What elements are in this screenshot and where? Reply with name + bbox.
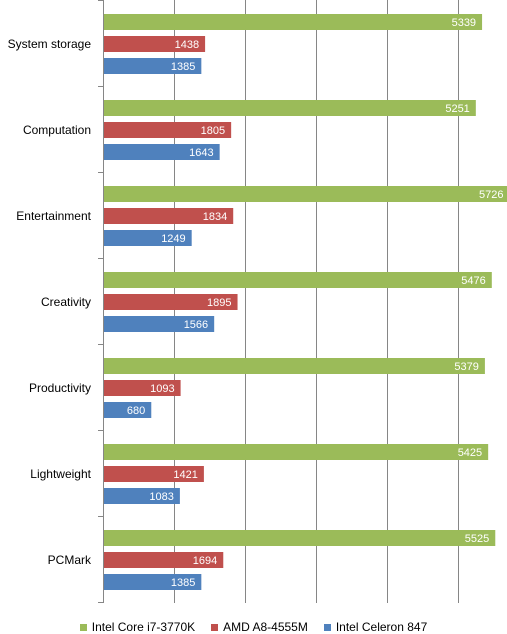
- category-label: Creativity: [41, 295, 91, 309]
- bar: [104, 488, 180, 504]
- bar: [104, 100, 476, 116]
- legend-label-a8: AMD A8-4555M: [223, 620, 308, 634]
- bar: [104, 186, 507, 202]
- category-label: System storage: [8, 37, 92, 51]
- category-label: Lightweight: [30, 467, 91, 481]
- legend-item-a8: AMD A8-4555M: [211, 620, 308, 634]
- legend-swatch-i7: [79, 623, 87, 631]
- bar: [104, 122, 232, 138]
- data-label: 1083: [149, 491, 173, 503]
- category-label: Productivity: [29, 381, 91, 395]
- data-label: 1694: [193, 555, 217, 567]
- legend-item-i7: Intel Core i7-3770K: [79, 620, 196, 634]
- data-label: 1385: [171, 61, 195, 73]
- bar: [104, 14, 483, 30]
- data-label: 5726: [479, 189, 503, 201]
- data-label: 5476: [461, 275, 485, 287]
- bar: [104, 208, 234, 224]
- bar: [104, 272, 492, 288]
- bar: [104, 230, 192, 246]
- legend: Intel Core i7-3770K AMD A8-4555M Intel C…: [0, 620, 507, 634]
- data-label: 5425: [458, 447, 482, 459]
- category-label: Computation: [23, 123, 91, 137]
- data-label: 1421: [173, 469, 197, 481]
- bar: [104, 144, 220, 160]
- bar: [104, 380, 181, 396]
- category-label: Entertainment: [16, 209, 91, 223]
- legend-item-celeron: Intel Celeron 847: [323, 620, 428, 634]
- legend-swatch-celeron: [323, 623, 331, 631]
- data-label: 1805: [201, 125, 225, 137]
- data-label: 1249: [161, 233, 185, 245]
- bar: [104, 358, 485, 374]
- data-label: 1834: [203, 211, 227, 223]
- data-label: 5251: [445, 103, 469, 115]
- data-label: 680: [127, 405, 145, 417]
- data-label: 1895: [207, 297, 231, 309]
- bar: [104, 530, 496, 546]
- legend-label-i7: Intel Core i7-3770K: [91, 620, 196, 634]
- data-label: 5339: [452, 17, 476, 29]
- bar: [104, 574, 202, 590]
- data-label: 1385: [171, 577, 195, 589]
- legend-swatch-a8: [211, 623, 219, 631]
- data-label: 1566: [184, 319, 208, 331]
- data-label: 5379: [454, 361, 478, 373]
- bar-chart: System storage 5339 1438 1385 Computation 525…: [8, 0, 507, 603]
- data-label: 5525: [465, 533, 489, 545]
- data-label: 1438: [175, 39, 199, 51]
- category-label: PCMark: [48, 553, 92, 567]
- bar: [104, 444, 489, 460]
- bar: [104, 58, 202, 74]
- bar: [104, 402, 152, 418]
- bar: [104, 294, 238, 310]
- data-label: 1643: [189, 147, 213, 159]
- bar: [104, 466, 204, 482]
- bar: [104, 552, 224, 568]
- bar: [104, 316, 215, 332]
- bar: [104, 36, 206, 52]
- legend-label-celeron: Intel Celeron 847: [335, 620, 428, 634]
- data-label: 1093: [150, 383, 174, 395]
